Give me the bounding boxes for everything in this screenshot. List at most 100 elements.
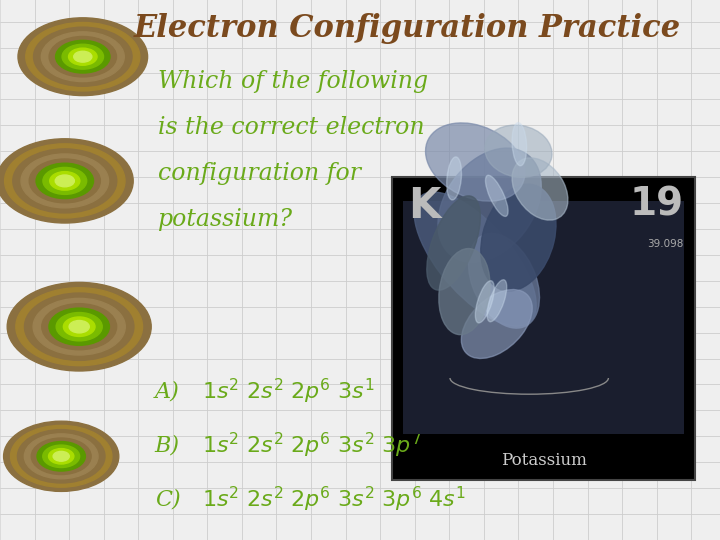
Ellipse shape (42, 445, 80, 468)
Bar (691, 514, 720, 540)
Bar (311, 462, 346, 488)
Bar (553, 229, 588, 255)
Ellipse shape (31, 438, 91, 475)
Bar (346, 48, 380, 73)
Bar (104, 48, 138, 73)
Bar (518, 203, 553, 229)
Ellipse shape (44, 446, 78, 467)
Ellipse shape (33, 299, 125, 355)
Bar (346, 333, 380, 359)
Ellipse shape (69, 321, 89, 333)
Bar (276, 22, 311, 48)
Bar (35, 73, 69, 99)
Bar (657, 514, 691, 540)
Ellipse shape (485, 125, 552, 177)
Bar (691, 99, 720, 125)
Bar (518, 125, 553, 151)
Bar (173, 73, 207, 99)
Ellipse shape (55, 40, 110, 73)
Ellipse shape (438, 248, 490, 335)
Bar (588, 73, 622, 99)
Bar (35, 514, 69, 540)
Bar (691, 73, 720, 99)
Bar (415, 488, 449, 514)
Bar (622, 410, 657, 436)
Bar (207, 410, 242, 436)
Bar (311, 151, 346, 177)
Bar (242, 281, 276, 307)
Bar (518, 462, 553, 488)
Bar (173, 384, 207, 410)
Bar (691, 229, 720, 255)
Bar (588, 125, 622, 151)
Bar (553, 514, 588, 540)
Bar (622, 359, 657, 384)
Bar (0, 203, 35, 229)
Bar (380, 410, 415, 436)
Bar (553, 73, 588, 99)
Bar (691, 462, 720, 488)
Bar (622, 125, 657, 151)
Bar (104, 229, 138, 255)
Bar (415, 229, 449, 255)
Bar (35, 22, 69, 48)
Bar (553, 99, 588, 125)
Ellipse shape (481, 184, 556, 291)
Ellipse shape (38, 442, 84, 470)
Bar (276, 384, 311, 410)
Bar (311, 488, 346, 514)
Bar (392, 177, 695, 480)
Bar (276, 48, 311, 73)
Bar (484, 0, 518, 22)
Bar (657, 125, 691, 151)
Bar (242, 177, 276, 203)
Bar (0, 384, 35, 410)
Bar (346, 255, 380, 281)
Bar (242, 125, 276, 151)
Bar (242, 22, 276, 48)
Bar (0, 125, 35, 151)
Bar (403, 201, 684, 434)
Bar (207, 462, 242, 488)
Bar (622, 281, 657, 307)
Bar (311, 125, 346, 151)
Bar (104, 177, 138, 203)
Bar (622, 0, 657, 22)
Bar (35, 307, 69, 333)
Bar (276, 229, 311, 255)
Ellipse shape (4, 144, 125, 218)
Ellipse shape (487, 280, 507, 322)
Bar (276, 333, 311, 359)
Bar (657, 0, 691, 22)
Bar (173, 462, 207, 488)
Bar (346, 514, 380, 540)
Ellipse shape (48, 449, 74, 464)
Bar (35, 203, 69, 229)
Bar (35, 151, 69, 177)
Bar (622, 99, 657, 125)
Bar (173, 203, 207, 229)
Bar (622, 255, 657, 281)
Bar (276, 255, 311, 281)
Bar (346, 99, 380, 125)
Bar (588, 514, 622, 540)
Bar (484, 255, 518, 281)
Bar (173, 410, 207, 436)
Bar (657, 229, 691, 255)
Bar (138, 203, 173, 229)
Bar (657, 22, 691, 48)
Bar (484, 410, 518, 436)
Bar (35, 359, 69, 384)
Text: Potassium: Potassium (500, 452, 587, 469)
Bar (69, 48, 104, 73)
Bar (622, 48, 657, 73)
Bar (207, 0, 242, 22)
Bar (449, 151, 484, 177)
Bar (311, 359, 346, 384)
Ellipse shape (58, 313, 101, 340)
Bar (553, 333, 588, 359)
Bar (415, 125, 449, 151)
Bar (207, 48, 242, 73)
Bar (449, 255, 484, 281)
Bar (138, 73, 173, 99)
